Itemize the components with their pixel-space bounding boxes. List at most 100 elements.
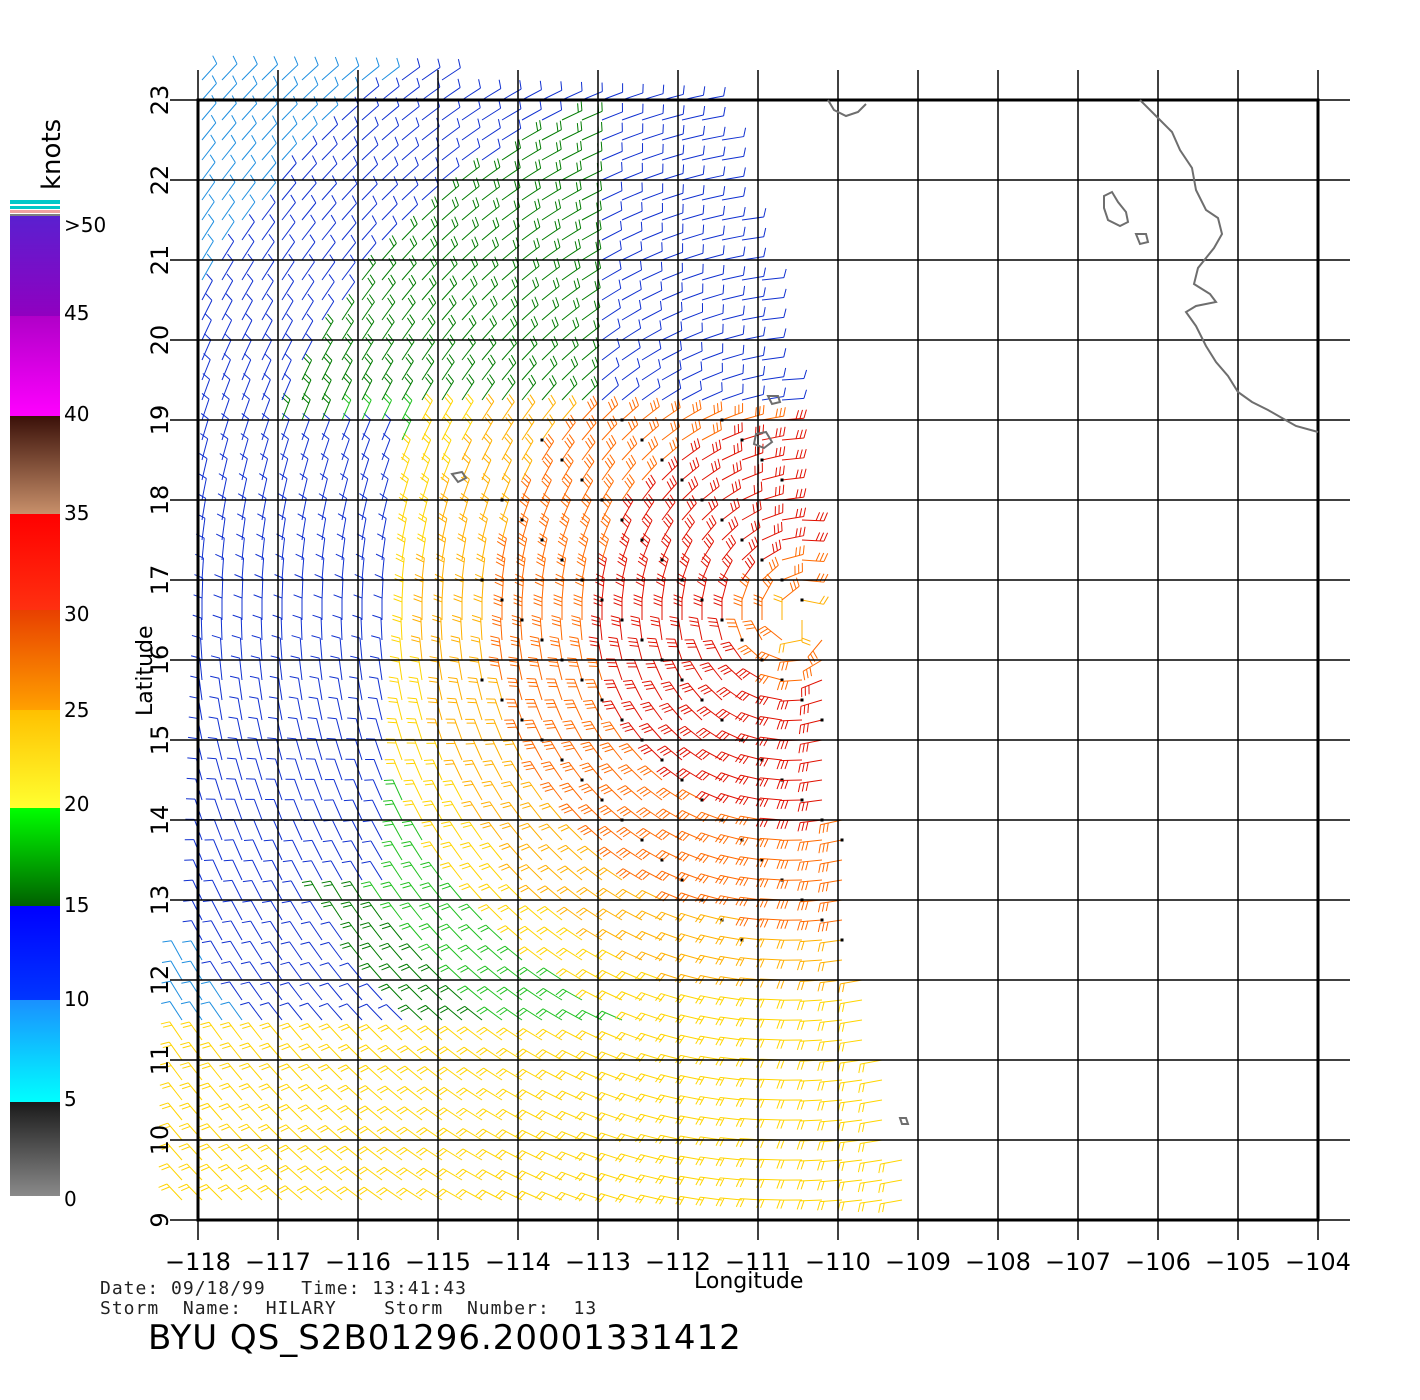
wind-barb bbox=[399, 473, 409, 501]
wind-barb bbox=[601, 142, 623, 161]
wind-barb bbox=[701, 205, 726, 221]
wind-barb bbox=[659, 702, 683, 721]
wind-barb bbox=[419, 882, 443, 901]
wind-barb bbox=[653, 594, 663, 620]
wind-barb bbox=[549, 636, 563, 661]
wind-barb bbox=[401, 196, 419, 221]
wind-barb bbox=[701, 225, 725, 241]
wind-barb bbox=[241, 313, 253, 341]
wind-barb bbox=[221, 75, 238, 101]
wind-barb bbox=[441, 275, 458, 301]
wind-barb bbox=[349, 676, 363, 701]
wind-barb bbox=[279, 473, 288, 501]
wind-barb bbox=[621, 182, 643, 201]
wind-barb bbox=[601, 318, 621, 341]
wind-barb bbox=[561, 180, 582, 201]
wind-barb bbox=[439, 882, 463, 901]
lon-tick-label: −107 bbox=[1045, 1248, 1111, 1276]
wind-barb bbox=[681, 283, 704, 301]
lat-tick-label: 21 bbox=[146, 245, 174, 276]
wind-barb bbox=[162, 940, 183, 961]
wind-barb bbox=[401, 840, 423, 861]
wind-barb bbox=[319, 962, 343, 981]
wind-barb bbox=[555, 1171, 583, 1181]
wind-barb bbox=[621, 221, 643, 241]
wind-barb bbox=[515, 1129, 543, 1141]
wind-barb bbox=[331, 635, 343, 661]
wind-barb bbox=[210, 655, 223, 681]
wind-barb bbox=[776, 799, 803, 810]
wind-barb bbox=[397, 984, 423, 1001]
wind-barb bbox=[661, 262, 683, 281]
wind-barb bbox=[601, 337, 621, 361]
wind-barb bbox=[635, 889, 663, 901]
wind-barb bbox=[461, 236, 479, 261]
wind-barb bbox=[681, 476, 699, 501]
wind-barb bbox=[368, 676, 383, 701]
wind-barb bbox=[481, 393, 495, 421]
wind-barb bbox=[857, 1199, 883, 1213]
wind-barb bbox=[221, 333, 232, 361]
wind-barb bbox=[361, 373, 373, 401]
wind-barb bbox=[211, 634, 223, 661]
wind-barb bbox=[209, 696, 223, 721]
wind-barb bbox=[464, 739, 483, 761]
rain-flag bbox=[720, 518, 724, 522]
wind-barb bbox=[161, 960, 183, 981]
wind-barb bbox=[797, 939, 823, 951]
wind-barb bbox=[580, 741, 603, 761]
wind-barb bbox=[241, 333, 252, 361]
wind-barb bbox=[461, 393, 474, 421]
wind-barb bbox=[218, 1082, 243, 1101]
wind-barb bbox=[201, 273, 213, 301]
wind-barb bbox=[615, 1092, 643, 1102]
wind-barb bbox=[213, 594, 223, 620]
wind-barb bbox=[535, 1089, 563, 1101]
wind-barb bbox=[333, 594, 343, 620]
wind-barb bbox=[605, 658, 623, 681]
wind-barb bbox=[761, 387, 786, 401]
wind-barb bbox=[496, 945, 523, 961]
wind-barb bbox=[336, 1186, 363, 1201]
wind-barb bbox=[755, 651, 783, 662]
wind-barb bbox=[561, 258, 581, 281]
wind-barb bbox=[677, 704, 703, 721]
wind-barb bbox=[658, 553, 669, 581]
wind-barb bbox=[649, 615, 663, 641]
wind-barb bbox=[381, 373, 393, 401]
wind-barb bbox=[326, 737, 343, 761]
wind-barb bbox=[301, 254, 315, 281]
wind-barb bbox=[520, 781, 543, 801]
wind-barb bbox=[421, 373, 434, 401]
rain-flag bbox=[680, 678, 684, 682]
wind-barb bbox=[544, 699, 563, 721]
wind-barb bbox=[361, 77, 380, 101]
wind-barb bbox=[665, 638, 683, 661]
wind-barb bbox=[377, 1044, 403, 1061]
wind-barb bbox=[223, 859, 243, 881]
wind-barb bbox=[858, 1099, 883, 1113]
wind-barb bbox=[503, 739, 523, 761]
wind-barb bbox=[341, 393, 352, 421]
wind-barb bbox=[289, 675, 303, 701]
wind-barb bbox=[201, 134, 216, 161]
wind-barb bbox=[361, 116, 379, 141]
wind-barb bbox=[220, 981, 243, 1001]
lat-tick-label: 23 bbox=[146, 85, 174, 116]
wind-barb bbox=[481, 780, 503, 801]
wind-barb bbox=[776, 1159, 803, 1169]
wind-barb bbox=[337, 513, 347, 541]
wind-barb bbox=[317, 1145, 343, 1161]
wind-barb bbox=[515, 1109, 543, 1121]
wind-barb bbox=[541, 453, 553, 481]
wind-barb bbox=[338, 1023, 363, 1041]
legend-label: 5 bbox=[64, 1087, 77, 1111]
wind-barb bbox=[541, 218, 561, 241]
wind-barb bbox=[641, 320, 662, 341]
wind-barb bbox=[621, 202, 643, 221]
wind-barb bbox=[561, 239, 581, 261]
wind-barb bbox=[329, 676, 343, 701]
wind-barb bbox=[343, 819, 363, 841]
wind-barb bbox=[533, 594, 543, 620]
